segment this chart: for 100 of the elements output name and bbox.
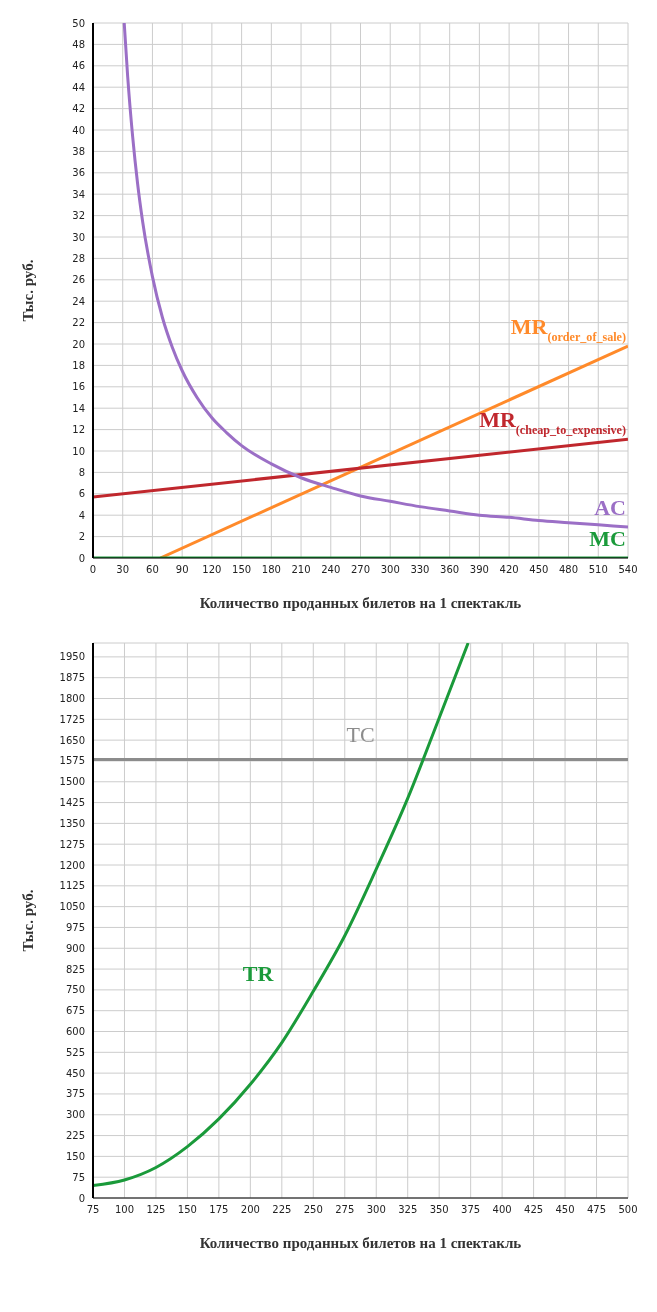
y-tick-label: 375	[65, 1088, 85, 1100]
x-tick-label: 450	[529, 564, 549, 576]
x-tick-label: 175	[209, 1204, 229, 1216]
x-tick-label: 180	[261, 564, 281, 576]
y-tick-label: 0	[78, 1192, 85, 1204]
ref-line-label: TC	[346, 722, 375, 748]
y-tick-label: 16	[72, 381, 85, 393]
x-tick-label: 150	[232, 564, 252, 576]
x-tick-label: 100	[114, 1204, 135, 1216]
y-tick-label: 300	[65, 1109, 85, 1121]
x-tick-label: 375	[461, 1204, 481, 1216]
x-tick-label: 425	[524, 1204, 544, 1216]
y-tick-label: 20	[72, 338, 85, 350]
x-tick-label: 360	[440, 564, 460, 576]
y-tick-label: 825	[65, 963, 85, 975]
y-axis-title: Тыс. руб.	[20, 259, 37, 322]
y-tick-label: 900	[65, 942, 85, 954]
y-tick-label: 75	[72, 1171, 85, 1183]
x-tick-label: 330	[410, 564, 430, 576]
y-tick-label: 46	[72, 60, 85, 72]
y-tick-label: 675	[65, 1005, 85, 1017]
x-tick-label: 390	[469, 564, 489, 576]
y-tick-label: 8	[78, 466, 85, 478]
x-tick-label: 300	[366, 1204, 386, 1216]
x-tick-label: 420	[499, 564, 519, 576]
series-label: MR$_{(cheap_to_expensive)}$	[479, 407, 626, 438]
x-tick-label: 275	[335, 1204, 355, 1216]
y-tick-label: 2	[78, 531, 85, 543]
y-tick-label: 24	[72, 295, 85, 307]
y-tick-label: 150	[65, 1150, 85, 1162]
y-tick-label: 1575	[59, 755, 85, 767]
x-axis-title: Количество проданных билетов на 1 спектакль	[199, 1235, 522, 1251]
y-tick-label: 38	[72, 145, 85, 157]
y-tick-label: 600	[65, 1026, 85, 1038]
x-tick-label: 30	[116, 564, 130, 576]
y-tick-label: 1350	[59, 817, 85, 829]
x-tick-label: 250	[303, 1204, 323, 1216]
y-tick-label: 22	[72, 317, 85, 329]
x-tick-label: 300	[380, 564, 400, 576]
y-tick-label: 1725	[59, 713, 85, 725]
x-axis-title: Количество проданных билетов на 1 спектакль	[199, 595, 522, 611]
y-tick-label: 975	[65, 921, 85, 933]
x-tick-label: 450	[555, 1204, 575, 1216]
x-tick-label: 125	[146, 1204, 166, 1216]
x-tick-label: 120	[202, 564, 222, 576]
x-tick-label: 270	[350, 564, 371, 576]
y-tick-label: 42	[72, 103, 85, 115]
series-label: AC	[594, 494, 626, 520]
y-tick-label: 10	[72, 445, 85, 457]
y-tick-label: 40	[72, 124, 85, 136]
y-tick-label: 525	[65, 1046, 85, 1058]
y-tick-label: 50	[72, 17, 85, 29]
y-tick-label: 225	[65, 1130, 85, 1142]
x-tick-label: 210	[291, 564, 311, 576]
y-tick-label: 14	[72, 402, 85, 414]
y-tick-label: 48	[72, 38, 85, 50]
x-tick-label: 325	[398, 1204, 418, 1216]
y-tick-label: 18	[72, 359, 85, 371]
x-tick-label: 475	[586, 1204, 607, 1216]
y-tick-label: 750	[65, 984, 85, 996]
x-tick-label: 510	[588, 564, 608, 576]
x-tick-label: 225	[272, 1204, 292, 1216]
x-tick-label: 60	[146, 564, 159, 576]
y-tick-label: 12	[72, 424, 85, 436]
x-tick-label: 400	[492, 1204, 512, 1216]
y-tick-label: 1500	[59, 776, 85, 788]
x-tick-label: 500	[618, 1204, 638, 1216]
y-tick-label: 450	[65, 1067, 85, 1079]
y-tick-label: 1425	[59, 797, 85, 809]
y-tick-label: 0	[78, 552, 85, 564]
x-tick-label: 240	[321, 564, 341, 576]
y-tick-label: 4	[78, 509, 85, 521]
series-label: MR$_{(order_of_sale)}$	[510, 314, 626, 345]
y-tick-label: 32	[72, 210, 85, 222]
y-tick-label: 6	[78, 488, 85, 500]
y-tick-label: 26	[72, 274, 85, 286]
x-tick-label: 90	[175, 564, 189, 576]
y-tick-label: 30	[72, 231, 85, 243]
y-tick-label: 34	[72, 188, 85, 200]
series-label: TR	[242, 961, 275, 987]
x-tick-label: 200	[240, 1204, 260, 1216]
y-tick-label: 1275	[59, 838, 85, 850]
x-tick-label: 540	[618, 564, 638, 576]
line-series	[93, 643, 470, 1188]
y-tick-label: 1950	[59, 651, 85, 663]
y-tick-label: 1050	[59, 901, 85, 913]
line-series	[122, 23, 628, 529]
y-tick-label: 44	[72, 81, 85, 93]
y-tick-label: 1125	[59, 880, 85, 892]
y-tick-label: 1650	[59, 734, 85, 746]
y-axis-title: Тыс. руб.	[20, 889, 37, 952]
y-tick-label: 1875	[59, 672, 85, 684]
series-label: MC	[589, 526, 626, 551]
y-tick-label: 1800	[59, 693, 85, 705]
x-tick-label: 0	[89, 564, 97, 576]
y-tick-label: 1200	[59, 859, 85, 871]
x-tick-label: 350	[429, 1204, 449, 1216]
x-tick-label: 150	[177, 1204, 197, 1216]
x-tick-label: 480	[559, 564, 579, 576]
y-tick-label: 36	[72, 167, 85, 179]
